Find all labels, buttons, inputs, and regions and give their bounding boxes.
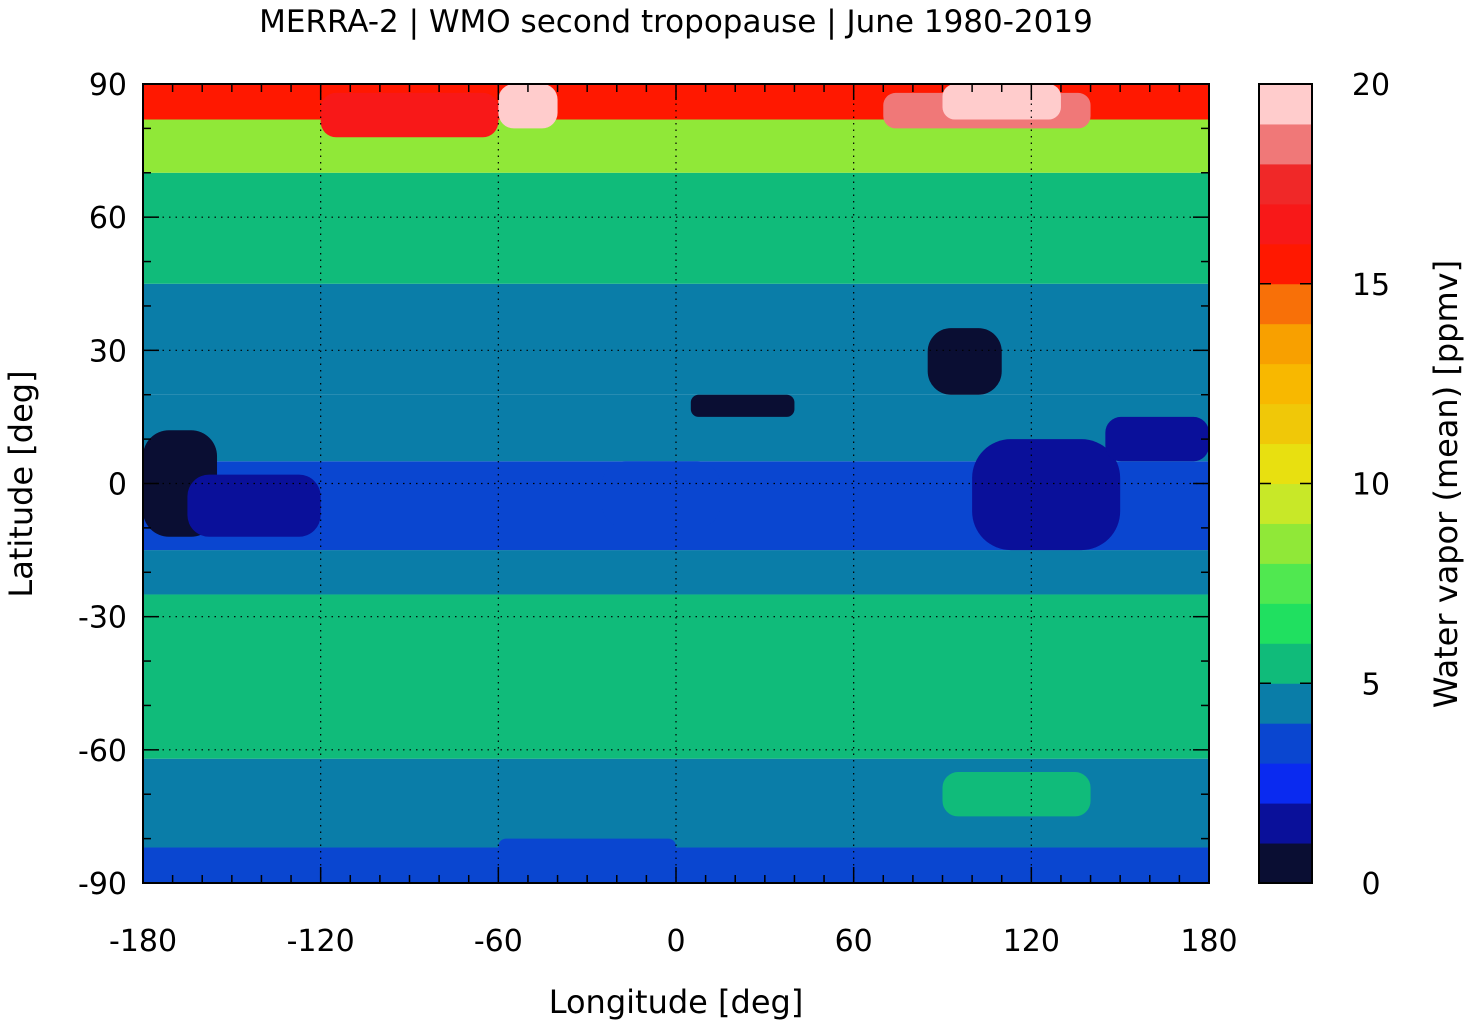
colorbar-swatch [1259, 483, 1312, 524]
colorbar-swatch [1259, 84, 1312, 125]
colorbar-ticks [1259, 83, 1312, 884]
colorbar-swatch [1259, 563, 1312, 604]
colorbar-swatch [1259, 243, 1312, 285]
x-tick-label: -60 [474, 924, 523, 959]
x-tick-label: -180 [109, 924, 177, 959]
colorbar-swatch [1259, 843, 1312, 884]
colorbar-swatch [1259, 323, 1312, 365]
x-tick-label: 0 [666, 924, 685, 959]
y-tick-label: -30 [78, 601, 127, 636]
colorbar-tick-label: 10 [1352, 468, 1390, 503]
axis-ticks [142, 83, 1210, 884]
colorbar-swatch [1259, 603, 1312, 644]
colorbar-swatch [1259, 443, 1312, 484]
chart-title: MERRA-2 | WMO second tropopause | June 1… [259, 4, 1093, 40]
heatmap-region [972, 439, 1121, 551]
heatmap-region [1105, 416, 1209, 462]
colorbar-title: Water vapor (mean) [ppmv] [1427, 260, 1465, 708]
y-tick-label: 60 [89, 201, 127, 236]
colorbar-tick-label: 5 [1361, 667, 1380, 702]
colorbar-swatch [1259, 123, 1312, 165]
y-axis-title: Latitude [deg] [2, 370, 40, 597]
heatmap-region [498, 838, 676, 861]
colorbar-tick-label: 20 [1352, 68, 1390, 103]
colorbar-swatch [1259, 283, 1312, 325]
y-tick-label: -60 [78, 734, 127, 769]
x-tick-label: 120 [1003, 924, 1060, 959]
x-axis-title: Longitude [deg] [549, 983, 804, 1021]
colorbar-swatch [1259, 723, 1312, 764]
heatmap-region [927, 328, 1002, 395]
colorbar-tick-label: 15 [1352, 268, 1390, 303]
y-tick-labels: -90 -60 -30 0 30 60 90 [78, 68, 127, 902]
colorbar-swatch [1259, 643, 1312, 684]
colorbar-swatch [1259, 163, 1312, 205]
colorbar-swatch [1259, 363, 1312, 405]
colorbar-tick-label: 0 [1361, 867, 1380, 902]
heatmap-region [690, 394, 795, 417]
heatmap-region [942, 772, 1091, 817]
grid-lines [143, 84, 1209, 883]
x-tick-label: -120 [287, 924, 355, 959]
y-tick-label: 90 [89, 68, 127, 103]
colorbar-tick-labels: 0 5 10 15 20 [1352, 68, 1390, 902]
colorbar-swatch [1259, 203, 1312, 245]
heatmap-region [320, 92, 499, 138]
y-tick-label: -90 [78, 867, 127, 902]
x-tick-labels: -180 -120 -60 0 60 120 180 [109, 924, 1238, 959]
x-tick-label: 60 [835, 924, 873, 959]
colorbar-swatch [1259, 803, 1312, 844]
colorbar [1259, 84, 1312, 884]
colorbar-swatch [1259, 523, 1312, 564]
heatmap-region [498, 84, 558, 129]
colorbar-swatch [1259, 763, 1312, 804]
x-tick-label: 180 [1180, 924, 1237, 959]
heatmap-region [601, 461, 721, 528]
heatmap-band [143, 283, 1209, 395]
colorbar-swatch [1259, 683, 1312, 724]
colorbar-swatch [1259, 403, 1312, 445]
heatmap-region [187, 474, 321, 537]
y-tick-label: 0 [108, 468, 127, 503]
y-tick-label: 30 [89, 334, 127, 369]
